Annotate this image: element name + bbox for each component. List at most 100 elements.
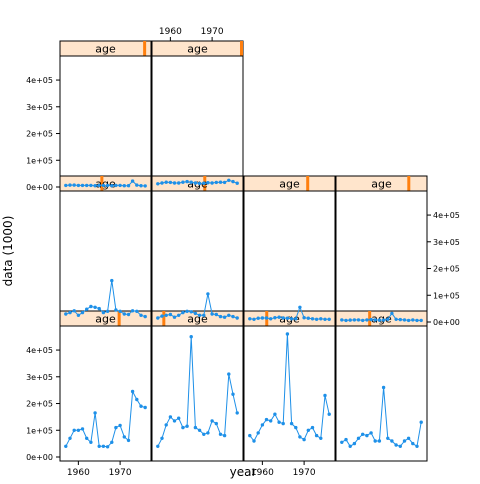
data-point-3-0 xyxy=(340,440,344,444)
data-point-4-4 xyxy=(80,310,85,315)
panel-6: age xyxy=(243,175,336,327)
x-tick-label-bottom-0-0: 1960 xyxy=(67,468,90,478)
x-tick-label-top-1-0: 1960 xyxy=(159,27,182,37)
data-point-4-18 xyxy=(139,313,143,317)
data-point-5-8 xyxy=(189,310,193,314)
data-point-2-13 xyxy=(302,437,306,442)
data-point-0-10 xyxy=(105,445,110,449)
y-tick-label-176-1: 1e+05 xyxy=(433,291,460,300)
data-point-0-11 xyxy=(110,440,114,444)
data-point-8-1 xyxy=(68,183,72,187)
y-tick-label-311-4: 4e+05 xyxy=(26,346,53,355)
strip-label-9: age xyxy=(187,43,208,56)
data-point-1-6 xyxy=(181,425,185,430)
axes-layer: 0e+00 1e+05 2e+05 3e+05 4e+05 0e+00 1e+05 2e+05… xyxy=(26,27,460,478)
panel-7: age xyxy=(335,175,428,327)
data-point-6-8 xyxy=(281,316,285,320)
data-point-2-8 xyxy=(281,421,285,426)
data-point-0-12 xyxy=(114,425,118,430)
data-point-0-18 xyxy=(139,404,143,408)
data-point-6-12 xyxy=(298,305,302,309)
data-point-1-0 xyxy=(156,444,160,448)
panel-frame-1 xyxy=(151,325,244,462)
panel-1: age xyxy=(151,310,244,462)
data-point-1-19 xyxy=(235,411,239,415)
data-point-7-5 xyxy=(361,318,365,323)
data-point-0-8 xyxy=(97,444,101,448)
data-point-0-0 xyxy=(64,444,68,448)
data-point-9-11 xyxy=(202,181,206,185)
data-point-0-2 xyxy=(72,428,76,432)
data-point-5-19 xyxy=(235,316,239,320)
data-point-1-18 xyxy=(231,392,235,396)
data-point-2-5 xyxy=(269,419,273,423)
panel-2: age xyxy=(243,310,336,462)
y-tick-label-176-3: 3e+05 xyxy=(433,238,460,247)
strip-marker-4 xyxy=(100,176,104,191)
data-point-5-6 xyxy=(181,310,185,315)
data-point-0-3 xyxy=(76,428,81,432)
data-point-4-10 xyxy=(105,309,110,313)
data-point-3-1 xyxy=(344,437,348,442)
data-point-9-9 xyxy=(193,181,198,185)
data-point-9-3 xyxy=(168,180,173,185)
data-point-9-8 xyxy=(189,180,193,184)
panel-0: age xyxy=(59,310,152,462)
data-point-3-5 xyxy=(361,432,365,436)
data-point-1-9 xyxy=(193,425,198,430)
strip-marker-8 xyxy=(143,41,147,56)
strip-marker-6 xyxy=(306,176,310,191)
data-point-6-13 xyxy=(302,316,306,320)
data-point-9-13 xyxy=(210,181,214,185)
data-point-2-19 xyxy=(327,412,331,416)
y-tick-label-41-4: 4e+05 xyxy=(26,76,53,85)
panel-frame-9 xyxy=(151,55,244,192)
data-point-3-14 xyxy=(398,444,402,448)
data-point-6-9 xyxy=(285,316,290,320)
data-point-6-4 xyxy=(264,316,269,320)
data-point-0-9 xyxy=(101,444,106,448)
data-point-1-10 xyxy=(197,428,202,432)
data-point-9-5 xyxy=(177,181,181,185)
data-point-9-16 xyxy=(222,180,227,185)
data-point-5-11 xyxy=(202,313,206,317)
data-point-6-0 xyxy=(248,317,252,321)
data-point-6-16 xyxy=(314,317,319,321)
data-point-8-0 xyxy=(64,183,68,188)
data-point-5-0 xyxy=(156,316,160,320)
data-point-5-4 xyxy=(172,315,177,319)
data-point-6-11 xyxy=(294,317,298,321)
data-point-2-18 xyxy=(323,393,327,398)
data-point-2-6 xyxy=(273,412,277,416)
data-point-3-17 xyxy=(411,441,415,446)
panel-frame-2 xyxy=(243,325,336,462)
data-point-8-9 xyxy=(101,183,106,188)
data-point-0-14 xyxy=(122,435,127,439)
data-point-1-12 xyxy=(206,431,210,435)
data-point-4-7 xyxy=(93,305,97,309)
data-point-7-12 xyxy=(390,311,394,316)
data-point-6-18 xyxy=(323,317,327,321)
data-point-6-19 xyxy=(327,317,331,321)
strip-marker-7 xyxy=(407,176,411,191)
data-point-7-13 xyxy=(394,317,398,321)
data-point-2-17 xyxy=(319,436,323,440)
data-point-7-4 xyxy=(356,318,361,322)
data-point-9-0 xyxy=(156,182,160,186)
data-point-3-10 xyxy=(381,385,386,390)
data-point-7-6 xyxy=(365,318,369,322)
data-point-1-15 xyxy=(218,432,223,436)
data-point-5-1 xyxy=(160,314,164,318)
data-point-4-0 xyxy=(64,312,68,316)
data-point-0-16 xyxy=(130,389,135,394)
y-tick-label-41-2: 2e+05 xyxy=(26,130,53,139)
data-point-5-17 xyxy=(227,313,231,317)
strip-marker-9 xyxy=(240,41,243,56)
data-point-7-8 xyxy=(373,318,377,322)
panel-frame-8 xyxy=(59,55,152,192)
panel-frame-6 xyxy=(243,190,336,327)
data-point-8-8 xyxy=(97,183,101,188)
panel-frame-3 xyxy=(335,325,428,462)
panel-9: age xyxy=(151,40,244,192)
